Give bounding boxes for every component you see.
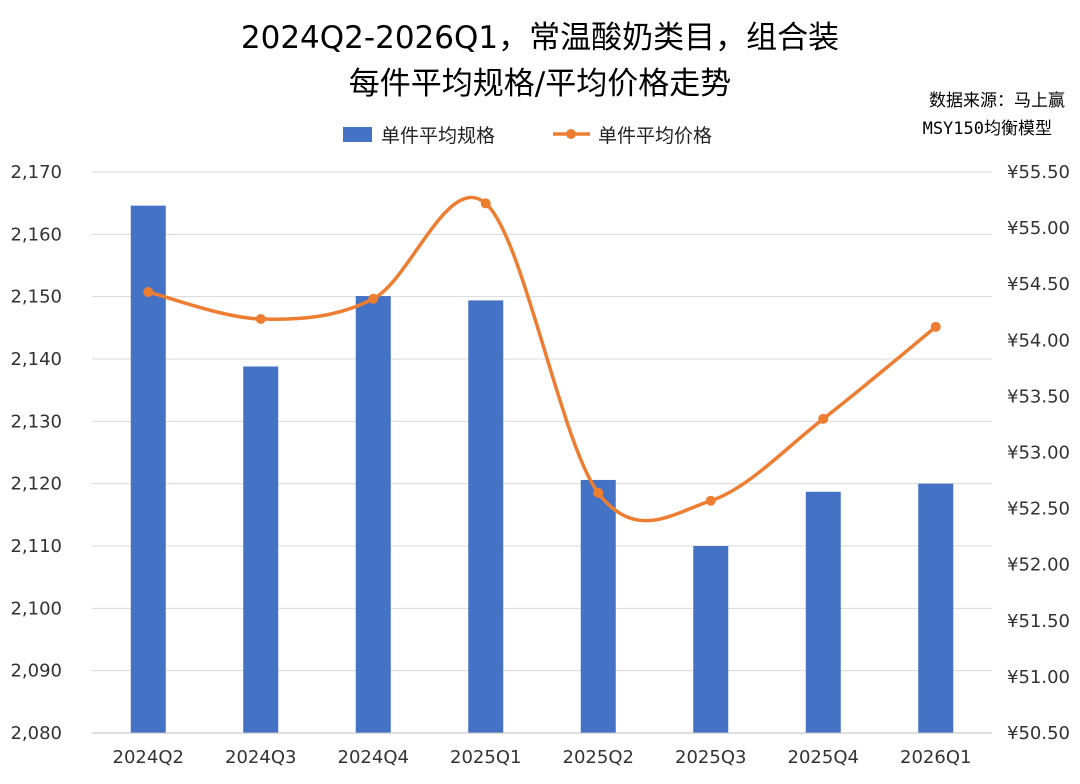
price-point — [368, 293, 379, 304]
y-right-tick-label: ¥52.50 — [1007, 499, 1070, 520]
x-tick-label: 2025Q4 — [788, 747, 859, 768]
y-left-tick-label: 2,080 — [10, 723, 62, 744]
price-point — [143, 287, 154, 298]
x-tick-label: 2025Q2 — [563, 747, 634, 768]
source-line-2: MSY150均衡模型 — [923, 119, 1052, 139]
y-left-tick-label: 2,150 — [10, 287, 62, 308]
y-right-tick-label: ¥50.50 — [1007, 723, 1070, 744]
y-left-tick-label: 2,160 — [10, 224, 62, 245]
source-line-1: 数据来源：马上赢 — [929, 91, 1065, 111]
bar — [468, 300, 504, 733]
legend-label-bar: 单件平均规格 — [381, 125, 495, 147]
price-point — [255, 313, 266, 324]
x-tick-label: 2024Q4 — [338, 747, 409, 768]
legend-swatch-bar — [343, 127, 372, 142]
y-left-tick-label: 2,120 — [10, 474, 62, 495]
x-tick-label: 2025Q1 — [450, 747, 521, 768]
price-point — [480, 198, 491, 209]
chart-title: 2024Q2-2026Q1，常温酸奶类目，组合装 — [241, 20, 839, 56]
y-left-tick-label: 2,130 — [10, 411, 62, 432]
grid-lines — [92, 171, 992, 672]
y-right-tick-label: ¥52.00 — [1007, 555, 1070, 576]
y-right-tick-label: ¥51.00 — [1007, 667, 1070, 688]
y-right-tick-label: ¥53.50 — [1007, 386, 1070, 407]
bar — [805, 491, 841, 733]
y-right-tick-label: ¥55.50 — [1007, 162, 1070, 183]
bar — [918, 483, 954, 733]
axes: 2,170 2,160 2,150 2,140 2,130 2,120 2,110 2,100… — [10, 162, 1070, 768]
bar-series — [130, 205, 954, 733]
x-tick-label: 2024Q3 — [225, 747, 296, 768]
y-right-tick-label: ¥54.00 — [1007, 330, 1070, 351]
bar — [243, 366, 279, 733]
line-series — [143, 195, 941, 523]
legend-swatch-marker — [566, 129, 576, 139]
y-left-tick-label: 2,170 — [10, 162, 62, 183]
legend: 单件平均规格 单件平均价格 — [343, 125, 712, 147]
y-right-tick-label: ¥55.00 — [1007, 218, 1070, 239]
bar — [693, 546, 729, 733]
price-line — [146, 195, 938, 523]
price-point — [930, 321, 941, 332]
chart-subtitle: 每件平均规格/平均价格走势 — [349, 66, 731, 102]
x-tick-label: 2026Q1 — [900, 747, 971, 768]
bar — [355, 296, 391, 733]
bar — [130, 205, 166, 733]
y-right-tick-label: ¥53.00 — [1007, 443, 1070, 464]
y-left-tick-label: 2,100 — [10, 598, 62, 619]
y-left-tick-label: 2,140 — [10, 349, 62, 370]
y-right-tick-label: ¥51.50 — [1007, 611, 1070, 632]
legend-label-line: 单件平均价格 — [598, 125, 712, 147]
y-left-tick-label: 2,110 — [10, 536, 62, 557]
price-point — [818, 413, 829, 424]
bar — [580, 479, 616, 733]
x-tick-label: 2025Q3 — [675, 747, 746, 768]
price-point — [593, 487, 604, 498]
x-tick-label: 2024Q2 — [113, 747, 184, 768]
price-point — [705, 495, 716, 506]
y-right-tick-label: ¥54.50 — [1007, 274, 1070, 295]
y-left-tick-label: 2,090 — [10, 661, 62, 682]
